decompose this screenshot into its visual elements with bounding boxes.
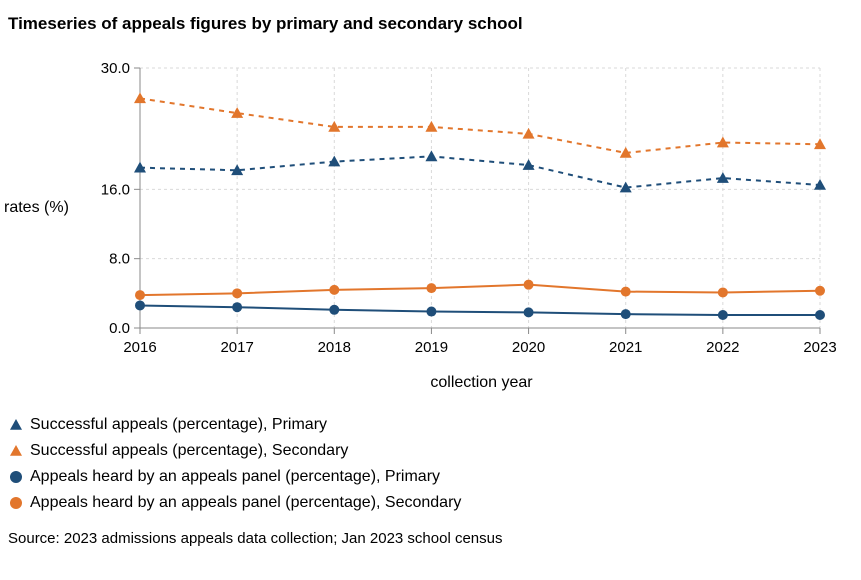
chart-title: Timeseries of appeals figures by primary…: [0, 14, 843, 38]
series-marker: [426, 307, 436, 317]
series-marker: [718, 287, 728, 297]
y-axis-label: rates (%): [4, 199, 69, 217]
x-tick-label: 2016: [123, 339, 156, 356]
legend-item: Appeals heard by an appeals panel (perce…: [8, 468, 843, 486]
x-tick-label: 2018: [318, 339, 351, 356]
series-marker: [135, 290, 145, 300]
circle-icon: [8, 495, 24, 511]
triangle-icon: [8, 417, 24, 433]
series-line: [140, 156, 820, 187]
series-marker: [621, 309, 631, 319]
circle-icon: [8, 469, 24, 485]
series-marker: [523, 128, 535, 139]
y-tick-label: 8.0: [109, 251, 130, 268]
x-tick-label: 2017: [220, 339, 253, 356]
series-marker: [232, 288, 242, 298]
x-tick-label: 2023: [803, 339, 836, 356]
series-marker: [718, 310, 728, 320]
chart-area: rates (%) 0.0 8.0 16.0 30.0 2016 2017 2018 2019…: [0, 38, 843, 378]
y-tick-label: 0.0: [109, 320, 130, 337]
series-marker: [329, 305, 339, 315]
series-marker: [425, 121, 437, 132]
triangle-icon: [8, 443, 24, 459]
series-marker: [134, 92, 146, 103]
source-text: Source: 2023 admissions appeals data col…: [0, 530, 843, 547]
series-marker: [815, 310, 825, 320]
legend-label: Appeals heard by an appeals panel (perce…: [30, 468, 440, 486]
x-tick-label: 2022: [706, 339, 739, 356]
series-marker: [425, 150, 437, 161]
legend-label: Successful appeals (percentage), Seconda…: [30, 442, 348, 460]
x-tick-label: 2021: [609, 339, 642, 356]
legend-label: Appeals heard by an appeals panel (perce…: [30, 494, 461, 512]
legend-item: Successful appeals (percentage), Primary: [8, 416, 843, 434]
legend-item: Successful appeals (percentage), Seconda…: [8, 442, 843, 460]
page: Timeseries of appeals figures by primary…: [0, 0, 861, 580]
series-marker: [426, 283, 436, 293]
legend-item: Appeals heard by an appeals panel (perce…: [8, 494, 843, 512]
series-marker: [523, 159, 535, 170]
chart-svg: 0.0 8.0 16.0 30.0 2016 2017 2018 2019 2020 2021 20…: [0, 38, 861, 378]
series-marker: [621, 287, 631, 297]
series-line: [140, 98, 820, 153]
series-marker: [135, 300, 145, 310]
x-tick-label: 2020: [512, 339, 545, 356]
series-marker: [815, 286, 825, 296]
y-tick-label: 30.0: [101, 60, 130, 77]
series-marker: [232, 302, 242, 312]
y-tick-label: 16.0: [101, 181, 130, 198]
legend-label: Successful appeals (percentage), Primary: [30, 416, 327, 434]
series-marker: [524, 280, 534, 290]
series-marker: [329, 285, 339, 295]
series-marker: [524, 307, 534, 317]
x-tick-label: 2019: [415, 339, 448, 356]
legend: Successful appeals (percentage), Primary…: [0, 416, 843, 512]
